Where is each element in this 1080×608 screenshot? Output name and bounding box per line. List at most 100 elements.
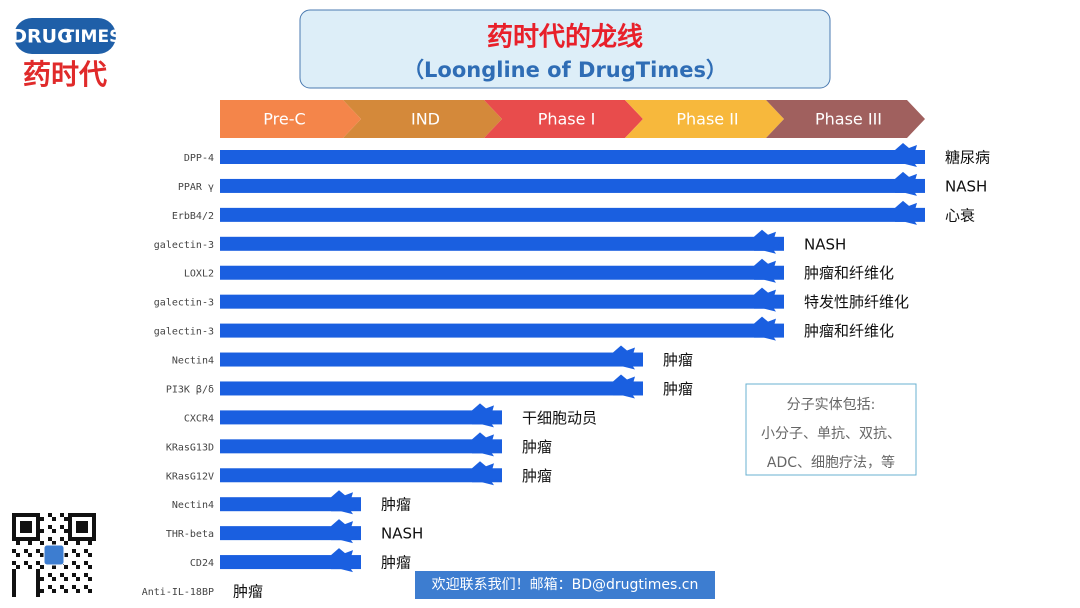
bar (220, 323, 784, 338)
qr-cell (88, 577, 92, 581)
dragon-head (613, 374, 643, 399)
qr-cell (36, 589, 40, 593)
qr-cell (36, 585, 40, 589)
qr-cell (76, 513, 80, 517)
qr-cell (36, 537, 40, 541)
qr-cell (76, 565, 80, 569)
qr-cell (80, 537, 84, 541)
qr-cell (40, 589, 44, 593)
dragon-head (754, 316, 784, 341)
note-line: 分子实体包括: (787, 397, 876, 413)
qr-cell (16, 553, 20, 557)
qr-cell (64, 577, 68, 581)
y-tick-label: Nectin4 (172, 356, 214, 367)
annotation: 心衰 (945, 206, 975, 224)
qr-cell (80, 513, 84, 517)
qr-cell (64, 541, 68, 545)
dragon-head (613, 345, 643, 370)
qr-cell (76, 577, 80, 581)
qr-cell (48, 537, 52, 541)
dragon-head (472, 432, 502, 457)
qr-cell (32, 537, 36, 541)
qr-cell (24, 549, 28, 553)
qr-cell (52, 529, 56, 533)
qr-code (12, 513, 96, 597)
qr-cell (92, 533, 96, 537)
qr-cell (36, 581, 40, 585)
qr-cell (20, 513, 24, 517)
y-tick-label: CD24 (190, 558, 214, 569)
stage-label: Phase I (538, 110, 596, 129)
stage-label: Phase II (676, 110, 738, 129)
qr-cell (28, 553, 32, 557)
stage-arrow (625, 100, 784, 138)
qr-cell (60, 573, 64, 577)
qr-cell (84, 561, 88, 565)
annotation: 肿瘤 (381, 496, 411, 514)
y-tick-label: ErbB4/2 (172, 211, 214, 222)
y-tick-label: LOXL2 (184, 269, 214, 280)
title-box (299, 9, 831, 89)
annotation: 肿瘤 (663, 380, 693, 398)
qr-cell (16, 541, 20, 545)
bar (220, 468, 502, 483)
stage-arrow (220, 100, 361, 138)
qr-cell (84, 537, 88, 541)
qr-cell (72, 537, 76, 541)
logo-name: 药时代 (23, 58, 107, 91)
annotation: 肿瘤和纤维化 (804, 264, 894, 282)
qr-cell (28, 565, 32, 569)
bar (220, 410, 502, 425)
bar (220, 150, 925, 164)
qr-cell (24, 529, 28, 533)
qr-cell (80, 521, 84, 525)
qr-cell (88, 589, 92, 593)
qr-cell (72, 549, 76, 553)
footer: 欢迎联系我们！邮箱：BD@drugtimes.cn (432, 577, 699, 593)
qr-cell (84, 521, 88, 525)
qr-cell (60, 525, 64, 529)
qr-cell (48, 525, 52, 529)
qr-cell (68, 533, 72, 537)
qr-cell (24, 561, 28, 565)
qr-cell (92, 537, 96, 541)
qr-cell (64, 529, 68, 533)
annotation: 肿瘤 (381, 554, 411, 572)
stage-label: Pre-C (263, 110, 305, 129)
qr-cell (68, 537, 72, 541)
annotation: 肿瘤 (522, 438, 552, 456)
qr-cell (36, 525, 40, 529)
qr-cell (40, 577, 44, 581)
qr-cell (12, 569, 16, 573)
dragon-head (895, 200, 925, 225)
bar (220, 178, 925, 193)
qr-cell (48, 513, 52, 517)
qr-cell (92, 517, 96, 521)
qr-cell (64, 517, 68, 521)
dragon-head (472, 403, 502, 428)
dragon-head (331, 490, 361, 515)
annotation: 干细胞动员 (522, 409, 597, 427)
dragon-head (331, 519, 361, 544)
y-tick-label: Nectin4 (172, 500, 214, 511)
dragon-head (895, 143, 925, 167)
qr-cell (48, 573, 52, 577)
qr-cell (92, 513, 96, 517)
qr-cell (76, 521, 80, 525)
chart-subtitle: （Loongline of DrugTimes） (403, 58, 727, 82)
qr-cell (52, 517, 56, 521)
qr-cell (36, 561, 40, 565)
stage-label: Phase III (815, 110, 882, 129)
annotation: 肿瘤和纤维化 (804, 322, 894, 340)
y-tick-label: CXCR4 (184, 413, 214, 424)
qr-cell (76, 589, 80, 593)
y-tick-label: PPAR γ (178, 182, 214, 193)
y-tick-label: DPP-4 (184, 153, 214, 164)
annotation: 肿瘤 (233, 583, 263, 601)
qr-cell (76, 537, 80, 541)
bar (220, 352, 643, 367)
qr-cell (80, 525, 84, 529)
qr-cell (12, 561, 16, 565)
